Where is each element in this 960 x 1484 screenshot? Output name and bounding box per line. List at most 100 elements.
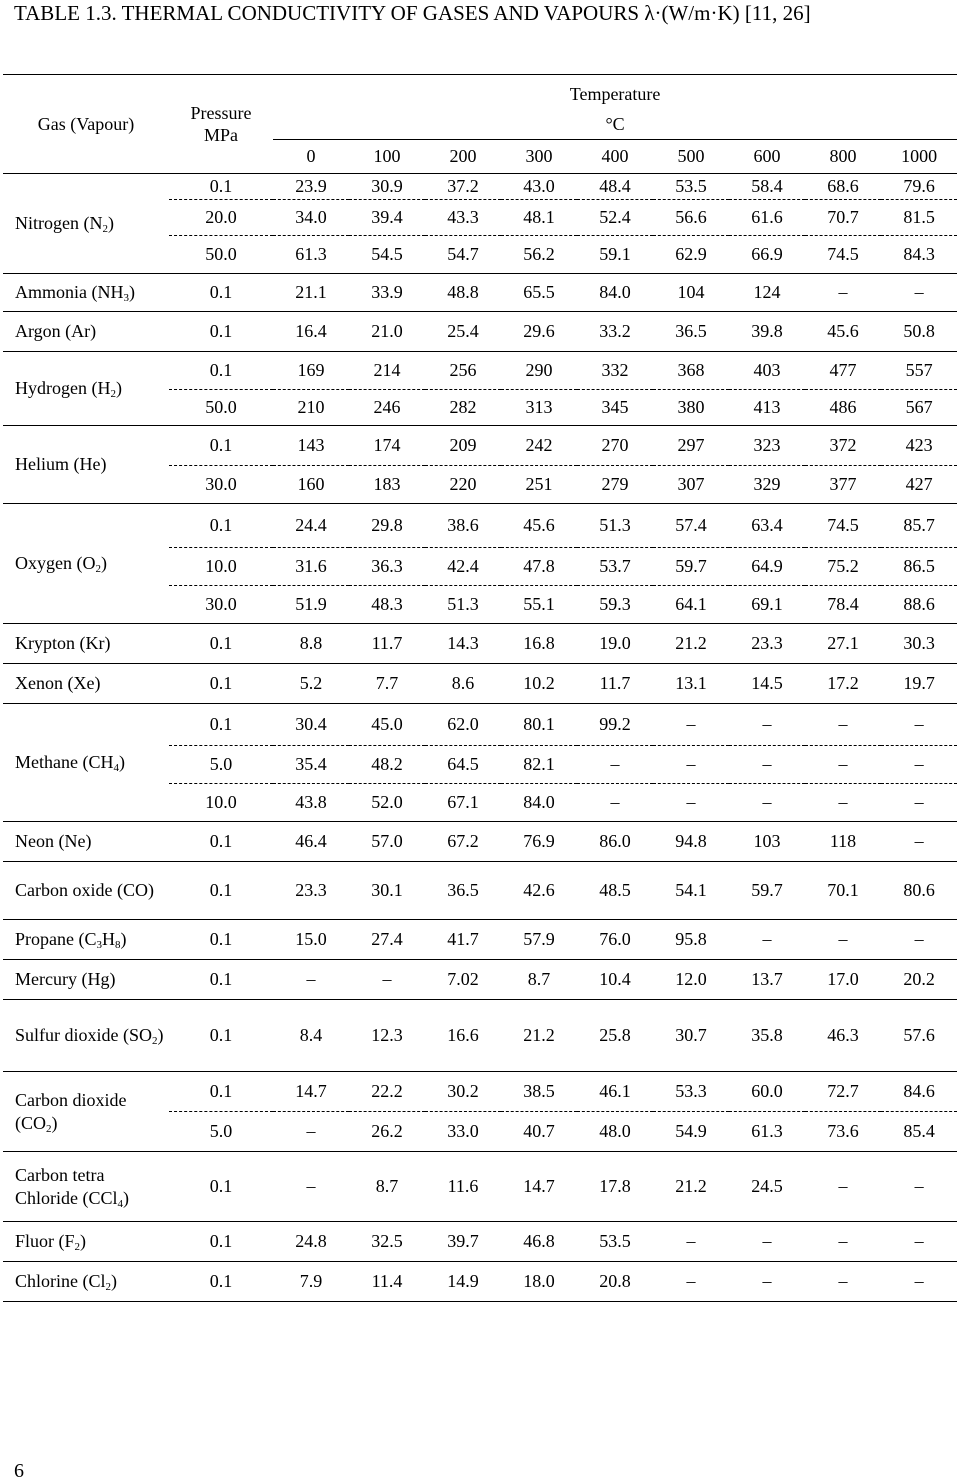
- value-cell: 64.1: [653, 585, 729, 624]
- gas-name: Sulfur dioxide (SO2): [3, 999, 169, 1072]
- value-cell: 48.4: [577, 173, 653, 200]
- value-cell: 82.1: [501, 745, 577, 784]
- value-cell: 7.02: [425, 959, 501, 1000]
- value-cell: 51.3: [577, 503, 653, 548]
- gas-name: Nitrogen (N2): [3, 173, 169, 274]
- value-cell: 30.3: [881, 623, 958, 664]
- value-cell: 183: [349, 465, 425, 504]
- value-cell: 70.1: [805, 861, 881, 920]
- value-cell: 7.9: [273, 1261, 349, 1302]
- value-cell: 52.0: [349, 783, 425, 822]
- value-cell: 22.2: [349, 1071, 425, 1112]
- table-row: Carbon dioxide (CO2) 0.1 14.7 22.2 30.2 38.5 4…: [3, 1071, 958, 1152]
- pressure-cell: 30.0: [169, 585, 273, 624]
- value-cell: 33.0: [425, 1111, 501, 1152]
- value-cell: –: [349, 959, 425, 1000]
- value-cell: 251: [501, 465, 577, 504]
- value-cell: 39.8: [729, 311, 805, 352]
- value-cell: 403: [729, 351, 805, 390]
- value-cell: 40.7: [501, 1111, 577, 1152]
- value-cell: 53.5: [653, 173, 729, 200]
- table-row: 20.0 34.0 39.4 43.3 48.1 52.4 56.6 61.6 70.7 81.5: [3, 199, 958, 236]
- gas-name: Krypton (Kr): [3, 623, 169, 664]
- value-cell: 220: [425, 465, 501, 504]
- table-row: 50.0 61.3 54.5 54.7 56.2 59.1 62.9 66.9 74.5 84.3: [3, 235, 958, 274]
- value-cell: 61.3: [273, 235, 349, 274]
- value-cell: 169: [273, 351, 349, 390]
- value-cell: –: [653, 1261, 729, 1302]
- page-number: 6: [14, 1460, 24, 1482]
- value-cell: 86.5: [881, 547, 958, 586]
- value-cell: 76.0: [577, 919, 653, 960]
- value-cell: 29.8: [349, 503, 425, 548]
- value-cell: –: [653, 783, 729, 822]
- value-cell: 8.4: [273, 999, 349, 1072]
- value-cell: 27.1: [805, 623, 881, 664]
- gas-name: Carbon oxide (CO): [3, 861, 169, 920]
- value-cell: –: [653, 745, 729, 784]
- value-cell: 57.0: [349, 821, 425, 862]
- table-row: Ammonia (NH3) 0.1 21.1 33.9 48.8 65.5 84.0 104 1…: [3, 273, 958, 312]
- value-cell: 270: [577, 425, 653, 466]
- pressure-cell: 0.1: [169, 425, 273, 466]
- table-row: Carbon oxide (CO) 0.1 23.3 30.1 36.5 42.6 48.5…: [3, 861, 958, 920]
- temperature-column-header: 0: [306, 146, 316, 166]
- value-cell: 17.2: [805, 663, 881, 704]
- value-cell: 61.3: [729, 1111, 805, 1152]
- value-cell: 79.6: [881, 173, 958, 200]
- pressure-cell: 0.1: [169, 623, 273, 664]
- value-cell: 56.6: [653, 199, 729, 236]
- value-cell: 380: [653, 389, 729, 426]
- value-cell: 24.8: [273, 1221, 349, 1262]
- value-cell: 31.6: [273, 547, 349, 586]
- header-pressure-unit: MPa: [203, 125, 238, 145]
- value-cell: 39.4: [349, 199, 425, 236]
- table-row: 30.0 160 183 220 251 279 307 329 377 427: [3, 465, 958, 504]
- value-cell: –: [653, 703, 729, 746]
- value-cell: 59.7: [653, 547, 729, 586]
- table-row: Hydrogen (H2) 0.1 169 214 256 290 332 368 403 477…: [3, 351, 958, 426]
- value-cell: 39.7: [425, 1221, 501, 1262]
- value-cell: 14.9: [425, 1261, 501, 1302]
- value-cell: 14.7: [273, 1071, 349, 1112]
- gas-name: Fluor (F2): [3, 1221, 169, 1262]
- table-row: Propane (C3H8) 0.1 15.0 27.4 41.7 57.9 76.0 95.…: [3, 919, 958, 960]
- value-cell: 51.9: [273, 585, 349, 624]
- value-cell: 59.7: [729, 861, 805, 920]
- value-cell: –: [805, 1221, 881, 1262]
- header-pressure-label: Pressure: [190, 103, 252, 123]
- gas-name: Chlorine (Cl2): [3, 1261, 169, 1302]
- table-row: 30.0 51.9 48.3 51.3 55.1 59.3 64.1 69.1 78.4 88.6: [3, 585, 958, 624]
- value-cell: 13.7: [729, 959, 805, 1000]
- value-cell: 95.8: [653, 919, 729, 960]
- value-cell: 282: [425, 389, 501, 426]
- table-row: Chlorine (Cl2) 0.1 7.9 11.4 14.9 18.0 20.8– – – –: [3, 1261, 958, 1302]
- pressure-cell: 50.0: [169, 235, 273, 274]
- value-cell: 35.8: [729, 999, 805, 1072]
- value-cell: –: [653, 1221, 729, 1262]
- value-cell: 20.8: [577, 1261, 653, 1302]
- value-cell: 21.2: [501, 999, 577, 1072]
- value-cell: 413: [729, 389, 805, 426]
- value-cell: –: [805, 783, 881, 822]
- value-cell: 48.2: [349, 745, 425, 784]
- gas-name: Propane (C3H8): [3, 919, 169, 960]
- value-cell: 242: [501, 425, 577, 466]
- pressure-cell: 0.1: [169, 663, 273, 704]
- pressure-cell: 30.0: [169, 465, 273, 504]
- value-cell: 66.9: [729, 235, 805, 274]
- value-cell: 323: [729, 425, 805, 466]
- value-cell: –: [881, 273, 958, 312]
- pressure-cell: 10.0: [169, 783, 273, 822]
- value-cell: 54.5: [349, 235, 425, 274]
- value-cell: 143: [273, 425, 349, 466]
- value-cell: 46.4: [273, 821, 349, 862]
- value-cell: 42.4: [425, 547, 501, 586]
- value-cell: –: [881, 783, 958, 822]
- gas-name: Ammonia (NH3): [3, 273, 169, 312]
- value-cell: 21.2: [653, 623, 729, 664]
- value-cell: 59.3: [577, 585, 653, 624]
- header-temperature-unit: °C: [605, 114, 625, 134]
- value-cell: 48.1: [501, 199, 577, 236]
- value-cell: 10.4: [577, 959, 653, 1000]
